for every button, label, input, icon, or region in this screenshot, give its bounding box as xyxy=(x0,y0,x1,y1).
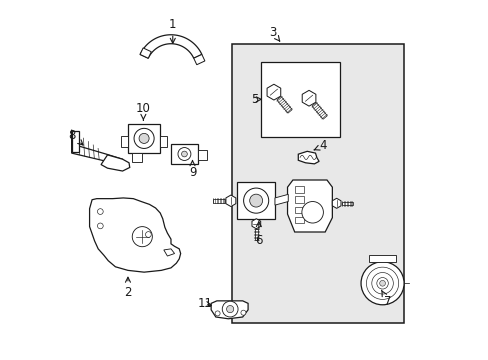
Text: 7: 7 xyxy=(381,290,391,309)
Text: 8: 8 xyxy=(68,129,83,145)
Bar xyxy=(231,44,403,323)
Polygon shape xyxy=(89,198,180,272)
Polygon shape xyxy=(225,195,235,207)
Bar xyxy=(72,131,79,152)
Text: 1: 1 xyxy=(169,18,176,43)
Circle shape xyxy=(97,223,103,229)
Polygon shape xyxy=(294,217,303,223)
Text: 9: 9 xyxy=(188,161,196,179)
Bar xyxy=(121,136,128,147)
Polygon shape xyxy=(332,198,340,208)
Polygon shape xyxy=(298,151,319,164)
Polygon shape xyxy=(140,48,151,58)
Polygon shape xyxy=(294,186,303,193)
Bar xyxy=(368,255,395,262)
Bar xyxy=(198,149,206,160)
Polygon shape xyxy=(211,301,247,319)
Circle shape xyxy=(132,226,152,247)
Circle shape xyxy=(178,148,190,161)
Polygon shape xyxy=(294,207,303,213)
Polygon shape xyxy=(163,249,174,256)
Circle shape xyxy=(181,151,187,157)
Polygon shape xyxy=(287,180,332,232)
Text: 5: 5 xyxy=(250,93,261,106)
Circle shape xyxy=(379,280,385,286)
Polygon shape xyxy=(302,90,315,106)
Polygon shape xyxy=(341,202,352,205)
Bar xyxy=(237,182,274,220)
Circle shape xyxy=(97,209,103,215)
Bar xyxy=(160,136,167,147)
Circle shape xyxy=(243,188,268,213)
Bar xyxy=(128,124,160,153)
Polygon shape xyxy=(311,103,326,119)
Circle shape xyxy=(134,129,154,148)
Polygon shape xyxy=(274,194,287,205)
Circle shape xyxy=(222,301,238,317)
Circle shape xyxy=(215,311,220,316)
Text: 4: 4 xyxy=(313,139,326,152)
Polygon shape xyxy=(266,84,280,100)
Polygon shape xyxy=(251,219,260,229)
Circle shape xyxy=(139,134,149,143)
Polygon shape xyxy=(101,155,129,171)
Polygon shape xyxy=(212,199,224,203)
Bar xyxy=(131,153,142,162)
Text: 6: 6 xyxy=(255,222,262,247)
Polygon shape xyxy=(140,35,202,58)
Bar xyxy=(260,62,339,137)
Text: 10: 10 xyxy=(136,102,150,120)
Polygon shape xyxy=(254,229,258,240)
Circle shape xyxy=(301,202,323,223)
Text: 11: 11 xyxy=(197,297,212,310)
Polygon shape xyxy=(294,197,303,203)
Circle shape xyxy=(241,310,245,315)
Circle shape xyxy=(249,194,262,207)
Polygon shape xyxy=(72,130,123,165)
Polygon shape xyxy=(276,96,291,113)
Bar xyxy=(171,144,198,164)
Text: 2: 2 xyxy=(124,277,131,300)
Circle shape xyxy=(226,306,233,313)
Text: 3: 3 xyxy=(269,27,279,41)
Circle shape xyxy=(145,231,151,237)
Polygon shape xyxy=(193,54,204,65)
Circle shape xyxy=(360,262,403,305)
